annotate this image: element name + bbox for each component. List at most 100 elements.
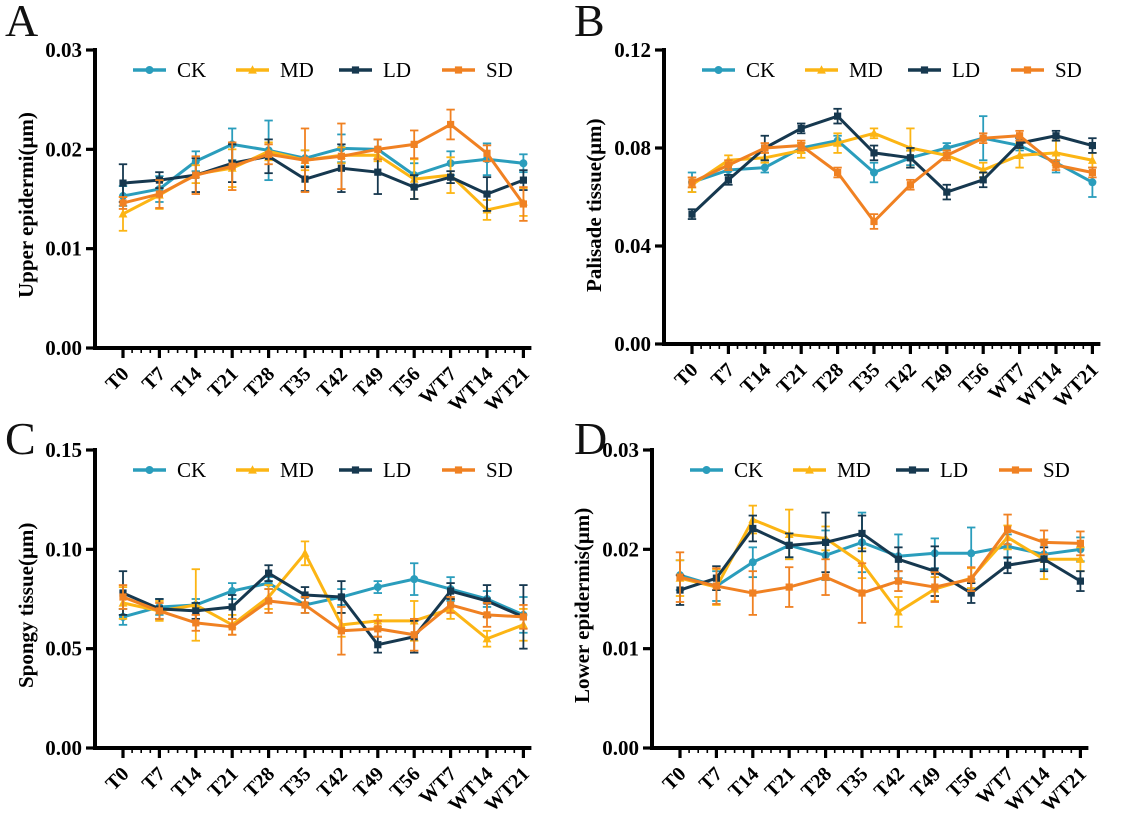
data-point-marker — [228, 162, 236, 170]
data-point-marker — [761, 144, 769, 152]
series-ld — [118, 138, 528, 212]
y-tick-label: 0.15 — [45, 438, 82, 462]
data-point-marker — [817, 65, 826, 74]
legend-label: SD — [486, 458, 513, 482]
data-point-marker — [785, 583, 793, 591]
panel-d-y-axis-title: Lower epidermis(μm) — [570, 507, 594, 703]
data-point-marker — [1015, 150, 1024, 159]
series-line — [690, 134, 1094, 223]
y-tick-label: 0.08 — [614, 136, 651, 160]
data-point-marker — [1004, 525, 1012, 534]
data-point-marker — [351, 466, 360, 474]
data-point-marker — [483, 149, 491, 157]
x-tick-label: T21 — [761, 763, 800, 802]
data-point-marker — [1004, 561, 1012, 569]
panel-d: D Lower epidermis(μm) 0.00 0.01 0.02 0.03 T0… — [569, 400, 1139, 839]
data-point-marker — [447, 173, 455, 181]
data-point-marker — [454, 466, 463, 474]
data-point-marker — [979, 176, 987, 184]
data-point-marker — [301, 601, 309, 609]
data-point-marker — [1051, 148, 1061, 157]
data-point-marker — [931, 567, 939, 575]
data-point-marker — [749, 524, 757, 533]
legend-label: LD — [940, 458, 968, 482]
legend-label: SD — [1055, 58, 1082, 82]
data-point-marker — [979, 134, 987, 142]
x-tick-label: T0 — [670, 359, 702, 391]
x-tick-label: T28 — [240, 763, 279, 802]
data-point-marker — [1016, 132, 1024, 140]
legend-label: SD — [486, 58, 513, 82]
data-point-marker — [1052, 161, 1060, 169]
data-point-marker — [797, 124, 805, 132]
data-point-marker — [228, 587, 237, 596]
x-tick-label: T21 — [773, 359, 812, 398]
data-point-marker — [248, 465, 257, 474]
data-point-marker — [265, 597, 273, 605]
data-point-marker — [265, 569, 273, 577]
y-tick-label: 0.00 — [45, 336, 82, 360]
data-point-marker — [1088, 178, 1097, 187]
x-tick-label: T42 — [882, 359, 921, 398]
x-tick-label: T14 — [167, 763, 206, 802]
data-point-marker — [967, 575, 975, 583]
data-point-marker — [870, 149, 878, 157]
legend-label: CK — [177, 58, 206, 82]
data-point-marker — [119, 179, 127, 187]
series-line — [678, 526, 1082, 595]
y-tick-label: 0.10 — [45, 537, 82, 561]
data-point-marker — [833, 138, 842, 147]
data-point-marker — [894, 577, 902, 585]
data-point-marker — [228, 603, 236, 611]
data-point-marker — [712, 582, 720, 590]
data-point-marker — [454, 66, 463, 74]
data-point-marker — [748, 558, 757, 567]
data-point-marker — [351, 66, 360, 74]
legend-label: CK — [177, 458, 206, 482]
data-point-marker — [943, 188, 951, 196]
data-point-marker — [301, 156, 309, 164]
panel-b-y-axis-title: Palisade tissue(μm) — [582, 118, 606, 292]
data-point-marker — [724, 161, 732, 169]
data-point-marker — [858, 589, 866, 597]
data-point-marker — [519, 176, 527, 184]
legend-label: MD — [280, 458, 314, 482]
data-point-marker — [519, 613, 527, 621]
legend-label: SD — [1043, 458, 1070, 482]
series-sd — [675, 513, 1085, 624]
x-tick-label: T35 — [276, 763, 315, 802]
series-sd — [118, 584, 528, 656]
data-point-marker — [797, 141, 805, 150]
data-point-marker — [676, 573, 684, 581]
x-tick-label: T7 — [138, 763, 170, 795]
y-tick-label: 0.00 — [45, 736, 82, 760]
x-tick-label: T49 — [906, 763, 945, 802]
data-point-marker — [483, 597, 491, 605]
data-point-marker — [373, 583, 382, 592]
data-point-marker — [1023, 66, 1032, 74]
data-point-marker — [155, 190, 163, 198]
x-tick-label: T28 — [809, 359, 848, 398]
data-point-marker — [894, 607, 903, 616]
legend-label: MD — [849, 58, 883, 82]
data-point-marker — [410, 140, 418, 148]
data-point-marker — [870, 168, 878, 177]
data-point-marker — [1076, 554, 1085, 563]
data-point-marker — [145, 66, 154, 74]
legend-label: CK — [746, 58, 775, 82]
y-tick-label: 0.05 — [45, 637, 82, 661]
data-point-marker — [519, 159, 528, 168]
data-point-marker — [1076, 539, 1084, 547]
data-point-marker — [410, 575, 419, 584]
data-point-marker — [834, 112, 842, 120]
data-point-marker — [483, 190, 491, 198]
y-tick-label: 0.04 — [614, 234, 651, 258]
data-point-marker — [870, 217, 878, 226]
data-point-marker — [702, 466, 711, 474]
panel-a-y-axis-title: Upper epidermi(μm) — [14, 112, 38, 298]
panel-a-letter: A — [5, 0, 39, 46]
y-tick-label: 0.00 — [614, 332, 651, 356]
